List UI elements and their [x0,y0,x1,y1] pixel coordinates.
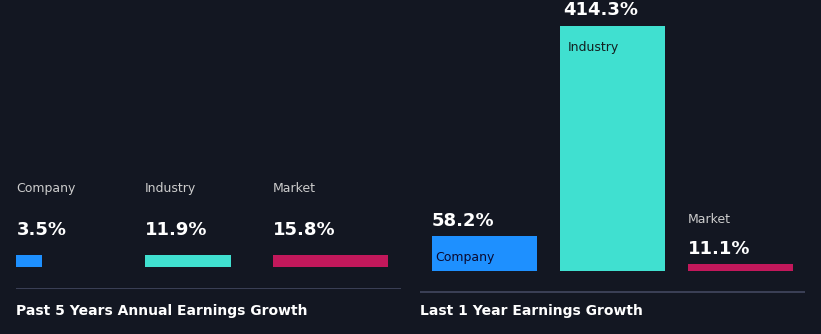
Text: 15.8%: 15.8% [273,221,335,239]
Text: Company: Company [16,182,76,195]
Text: Industry: Industry [144,182,196,195]
Bar [432,236,537,271]
Bar [688,264,793,271]
Text: Market: Market [688,213,731,226]
Bar [273,255,388,268]
Text: 11.9%: 11.9% [144,221,207,239]
Text: 11.1%: 11.1% [688,240,750,258]
Text: 58.2%: 58.2% [432,212,494,230]
Text: Last 1 Year Earnings Growth: Last 1 Year Earnings Growth [420,304,643,318]
Bar [420,291,805,293]
Text: Market: Market [273,182,316,195]
Bar [144,255,232,268]
Text: Company: Company [435,251,495,264]
Text: 3.5%: 3.5% [16,221,67,239]
Text: Past 5 Years Annual Earnings Growth: Past 5 Years Annual Earnings Growth [16,304,308,318]
Text: 414.3%: 414.3% [564,1,639,19]
Bar [16,255,42,268]
Bar [16,288,401,290]
Bar [560,26,665,271]
Text: Industry: Industry [567,41,619,54]
